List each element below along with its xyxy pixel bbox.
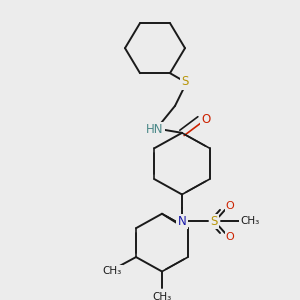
Text: O: O: [201, 113, 211, 126]
Text: S: S: [210, 215, 218, 228]
Text: O: O: [226, 232, 234, 242]
Text: O: O: [226, 201, 234, 211]
Text: CH₃: CH₃: [240, 216, 260, 226]
Text: CH₃: CH₃: [152, 292, 172, 300]
Text: N: N: [178, 215, 186, 228]
Text: CH₃: CH₃: [102, 266, 122, 275]
Text: HN: HN: [146, 124, 164, 136]
Text: S: S: [181, 75, 189, 88]
